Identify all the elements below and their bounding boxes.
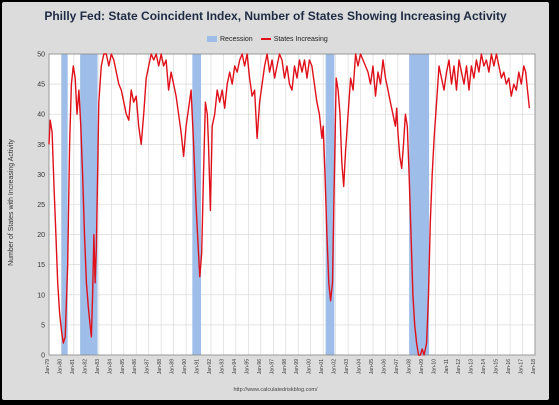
x-tick-label: Jan-15 [494,359,500,375]
y-tick-label: 5 [41,322,45,329]
x-tick-label: Jan-84 [107,359,113,375]
x-tick-label: Jan-14 [481,359,487,375]
x-tick-label: Jan-99 [294,359,300,375]
x-tick-label: Jan-05 [369,359,375,375]
x-tick-label: Jan-79 [45,359,51,375]
y-tick-label: 10 [37,292,45,299]
x-tick-label: Jan-01 [319,359,325,375]
x-tick-label: Jan-95 [244,359,250,375]
x-tick-label: Jan-03 [344,359,350,375]
x-tick-label: Jan-02 [332,359,338,375]
x-tick-label: Jan-11 [444,359,450,374]
x-tick-label: Jan-88 [157,359,163,375]
x-tick-label: Jan-93 [219,359,225,375]
chart-legend: Recession States Increasing [207,33,328,45]
recession-band [409,54,430,355]
series-line [48,53,531,356]
x-tick-label: Jan-90 [182,359,188,375]
x-tick-label: Jan-85 [120,359,126,375]
y-tick-label: 35 [37,142,45,149]
x-tick-label: Jan-09 [419,359,425,375]
y-tick-label: 30 [37,172,45,179]
x-tick-label: Jan-08 [406,359,412,375]
chart-frame: Philly Fed: State Coincident Index, Numb… [2,2,549,400]
legend-item-recession: Recession [207,36,253,43]
legend-swatch-series [260,38,271,40]
x-tick-label: Jan-12 [456,359,462,375]
x-tick-label: Jan-13 [469,359,475,375]
plot-border [48,53,536,356]
y-tick-label: 50 [37,52,45,59]
x-tick-label: Jan-04 [357,359,363,375]
y-tick-label: 45 [37,82,45,89]
y-tick-label: 15 [37,262,45,269]
x-tick-label: Jan-10 [431,359,437,375]
x-tick-label: Jan-87 [145,359,151,375]
x-tick-label: Jan-92 [207,359,213,375]
x-tick-label: Jan-86 [132,359,138,375]
line-chart: 0 5 10 15 20 25 30 35 40 45 50 Jan-79 Jan-80 Jan-81 Ja… [37,52,537,375]
chart-source: http://www.calculatedriskblog.com/ [233,387,318,393]
x-tick-label: Jan-17 [519,359,525,375]
x-tick-label: Jan-89 [170,359,176,375]
x-tick-label: Jan-82 [82,359,88,375]
x-tick-label: Jan-80 [57,359,63,375]
chart-title: Philly Fed: State Coincident Index, Numb… [44,9,507,23]
x-tick-label: Jan-94 [232,359,238,375]
x-tick-label: Jan-18 [531,359,537,375]
x-tick-label: Jan-00 [307,359,313,375]
x-tick-label: Jan-81 [70,359,76,375]
legend-label-recession: Recession [220,35,253,43]
y-tick-label: 0 [41,353,45,360]
x-tick-label: Jan-91 [195,359,201,375]
y-tick-label: 20 [37,232,45,239]
y-tick-label: 40 [37,112,45,119]
x-tick-label: Jan-97 [269,359,275,375]
x-tick-label: Jan-16 [506,359,512,375]
legend-swatch-recession [207,36,217,42]
x-tick-label: Jan-96 [257,359,263,375]
recession-band [325,54,335,355]
x-tick-label: Jan-98 [282,359,288,375]
x-tick-label: Jan-83 [95,359,101,375]
y-tick-label: 25 [37,202,45,209]
x-tick-label: Jan-07 [394,359,400,375]
x-tick-label: Jan-06 [381,359,387,375]
recession-band [61,54,68,355]
legend-label-series: States Increasing [273,35,328,43]
legend-item-series: States Increasing [260,35,328,43]
